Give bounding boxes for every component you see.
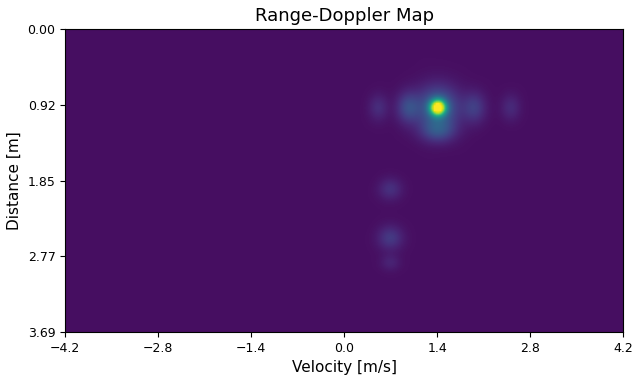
Y-axis label: Distance [m]: Distance [m] (7, 131, 22, 230)
Title: Range-Doppler Map: Range-Doppler Map (255, 7, 434, 25)
X-axis label: Velocity [m/s]: Velocity [m/s] (292, 360, 397, 375)
